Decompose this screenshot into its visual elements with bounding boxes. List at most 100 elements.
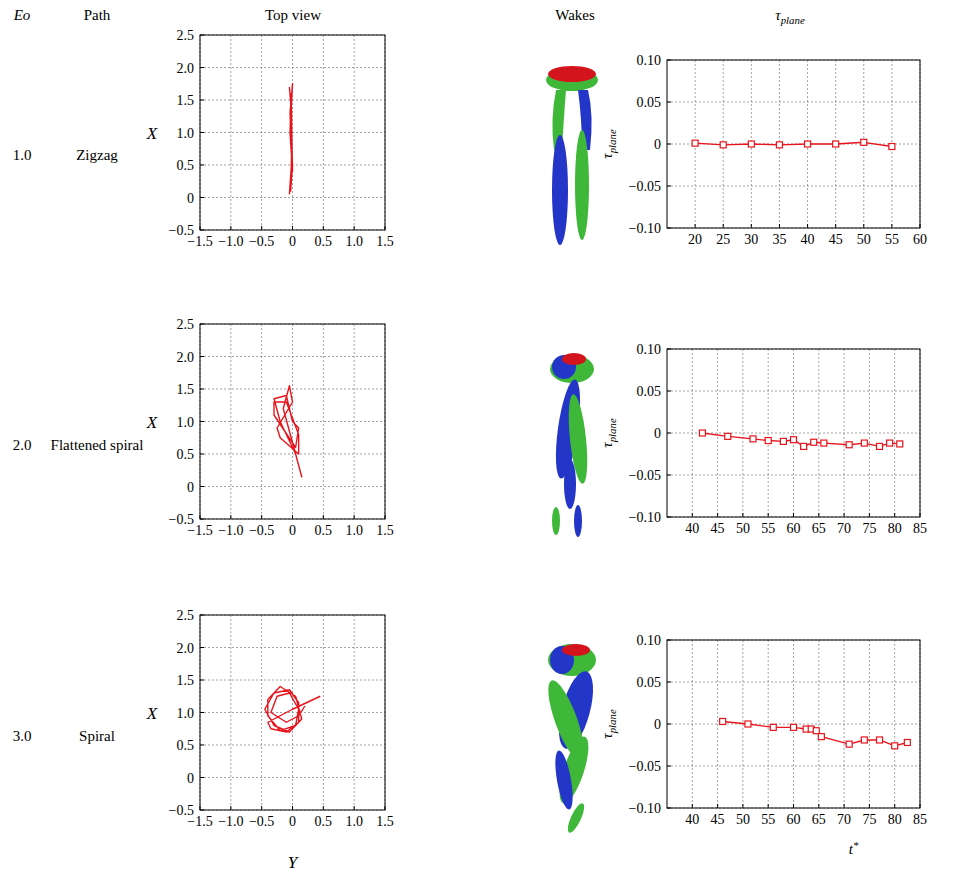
tick — [354, 515, 355, 519]
data-layer — [265, 687, 321, 733]
tick-label: 40 — [801, 232, 815, 247]
column-header: Eo — [13, 7, 31, 23]
axis-title: τplane — [599, 129, 618, 159]
tick — [742, 804, 743, 808]
data-point — [780, 438, 786, 444]
data-point — [846, 741, 852, 747]
tick — [230, 515, 231, 519]
tick — [869, 804, 870, 808]
plot-frame — [200, 324, 385, 519]
tick-label: 45 — [711, 812, 725, 827]
data-point — [877, 737, 883, 743]
tick-label: 2.5 — [177, 317, 195, 332]
data-point — [818, 734, 824, 740]
data-point — [791, 724, 797, 730]
tick — [292, 806, 293, 810]
tick-label: 0.05 — [637, 675, 662, 690]
data-point — [904, 739, 910, 745]
plot-frame — [667, 640, 920, 808]
tick — [667, 102, 671, 103]
tick — [200, 680, 204, 681]
row-eo: 1.0 — [13, 147, 32, 163]
tick — [261, 806, 262, 810]
tick-label: 70 — [837, 521, 851, 536]
data-point — [846, 442, 852, 448]
tick — [891, 224, 892, 228]
axis-title: t* — [849, 839, 859, 857]
grid-line — [717, 349, 718, 517]
data-layer — [720, 718, 911, 748]
data-point — [801, 443, 807, 449]
tick-label: −0.05 — [629, 468, 661, 483]
plot-area — [667, 60, 920, 228]
tick — [323, 226, 324, 230]
grid-line — [200, 356, 385, 357]
wake-illustration — [541, 644, 600, 835]
grid-line — [200, 712, 385, 713]
grid-line — [200, 777, 385, 778]
tick — [200, 165, 204, 166]
plot-area — [200, 324, 385, 519]
tick — [200, 486, 204, 487]
grid-line — [200, 132, 385, 133]
tick — [667, 186, 671, 187]
tick-label: 0 — [289, 234, 296, 249]
data-point — [861, 440, 867, 446]
tick — [292, 226, 293, 230]
grid-line — [667, 186, 920, 187]
plot-frame — [667, 60, 920, 228]
tick-label: 80 — [888, 812, 902, 827]
tick — [200, 389, 204, 390]
tick-label: 0 — [187, 771, 194, 786]
tick-label: 1.5 — [376, 523, 394, 538]
column-header: Wakes — [555, 7, 595, 23]
tick-label: 85 — [913, 521, 927, 536]
tick — [200, 454, 204, 455]
grid-line — [667, 102, 920, 103]
tick — [751, 224, 752, 228]
tick — [292, 515, 293, 519]
tick — [200, 197, 204, 198]
plot-area — [200, 35, 385, 230]
data-point — [750, 436, 756, 442]
tick — [844, 513, 845, 517]
grid-line — [230, 324, 231, 519]
tick-label: 70 — [837, 812, 851, 827]
axis-title: τplane — [599, 418, 618, 448]
tick — [667, 433, 671, 434]
tick-label: 0.10 — [637, 342, 662, 357]
grid-line — [667, 475, 920, 476]
tick — [768, 804, 769, 808]
chart: −1.5−1.0−0.500.51.01.5−0.500.51.01.52.02… — [146, 608, 394, 872]
data-point — [811, 439, 817, 445]
tick — [667, 724, 671, 725]
tick — [695, 224, 696, 228]
data-point — [805, 141, 811, 147]
tick-label: 60 — [787, 521, 801, 536]
tick — [200, 777, 204, 778]
tick-label: 0.5 — [177, 738, 195, 753]
tick-label: −1.0 — [218, 234, 243, 249]
tick — [742, 513, 743, 517]
tick-label: −0.5 — [169, 223, 194, 238]
tick-label: 2.5 — [177, 608, 195, 623]
grid-line — [323, 35, 324, 230]
data-point — [877, 443, 883, 449]
data-point — [821, 440, 827, 446]
tick-label: 50 — [736, 521, 750, 536]
data-point — [765, 438, 771, 444]
tick-label: 0 — [289, 814, 296, 829]
tick-label: 45 — [711, 521, 725, 536]
tick-label: 20 — [688, 232, 702, 247]
tick-label: 65 — [812, 521, 826, 536]
tick-label: 2.0 — [177, 350, 195, 365]
grid-line — [667, 682, 920, 683]
data-line — [723, 721, 908, 745]
tick-label: 2.0 — [177, 61, 195, 76]
tick-label: −0.05 — [629, 179, 661, 194]
tick — [261, 226, 262, 230]
grid-line — [793, 349, 794, 517]
tick-label: 60 — [787, 812, 801, 827]
data-point — [813, 728, 819, 734]
tick — [667, 144, 671, 145]
